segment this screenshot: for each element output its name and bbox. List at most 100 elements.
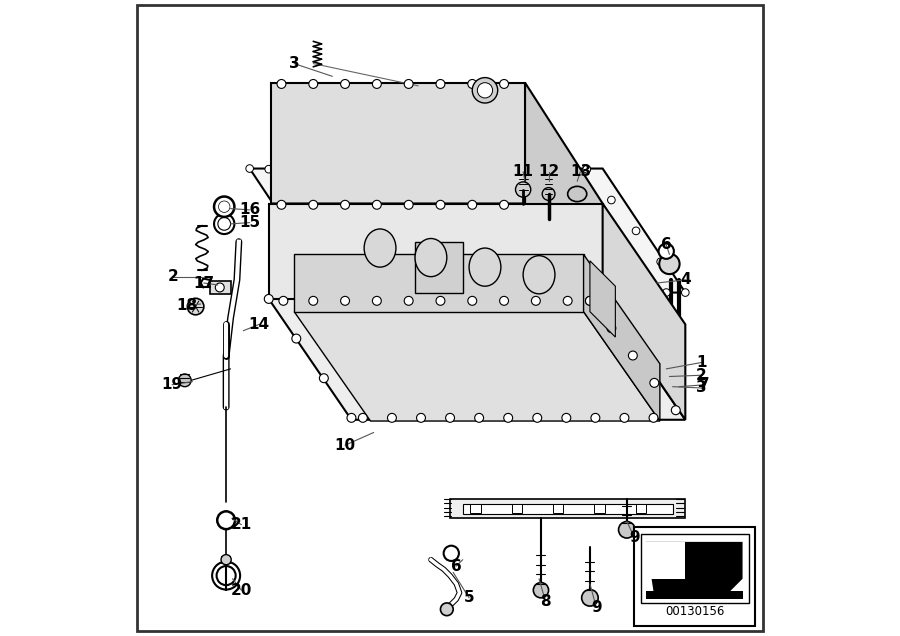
Polygon shape [210,281,230,294]
Circle shape [389,289,397,296]
Text: 17: 17 [194,275,214,291]
Circle shape [572,289,579,296]
Polygon shape [471,504,481,513]
Circle shape [214,214,234,234]
Circle shape [328,289,337,296]
Text: 9: 9 [591,600,601,615]
Circle shape [583,165,590,173]
Text: 20: 20 [230,583,252,598]
Circle shape [649,413,658,422]
Text: 13: 13 [570,164,591,179]
Circle shape [358,413,367,422]
Text: 18: 18 [176,298,198,313]
Circle shape [265,165,273,173]
Polygon shape [603,204,685,420]
Polygon shape [590,261,616,337]
Circle shape [277,80,286,88]
Circle shape [444,546,459,561]
Bar [634,527,755,626]
Text: 9: 9 [629,530,640,545]
Circle shape [602,289,609,296]
Circle shape [681,289,689,296]
Circle shape [500,80,508,88]
Ellipse shape [469,248,501,286]
Circle shape [187,298,204,315]
Text: 7: 7 [699,377,710,392]
Circle shape [218,218,230,230]
Circle shape [531,387,540,396]
Polygon shape [294,312,660,421]
Circle shape [419,289,428,296]
Circle shape [570,387,579,396]
Circle shape [340,80,349,88]
Text: 2: 2 [168,269,179,284]
Polygon shape [594,504,605,513]
Circle shape [477,83,492,98]
Ellipse shape [415,238,446,277]
Circle shape [607,324,616,333]
Circle shape [293,165,302,173]
Polygon shape [272,186,666,299]
Circle shape [563,296,572,305]
Ellipse shape [523,256,555,294]
Circle shape [618,522,635,538]
Circle shape [309,80,318,88]
Text: 14: 14 [248,317,270,332]
Text: 3: 3 [696,380,706,396]
Text: 21: 21 [230,517,252,532]
Circle shape [496,165,504,173]
Circle shape [436,80,445,88]
Ellipse shape [568,186,587,202]
Circle shape [646,387,655,396]
Polygon shape [444,382,685,401]
Circle shape [525,165,533,173]
Text: 6: 6 [661,237,671,252]
Circle shape [320,374,328,383]
Polygon shape [415,242,463,293]
Circle shape [671,406,680,415]
Circle shape [534,583,549,598]
Text: 6: 6 [451,558,462,574]
Circle shape [531,296,540,305]
Text: 5: 5 [464,590,474,605]
Text: 4: 4 [680,272,690,287]
Circle shape [373,80,382,88]
Circle shape [472,78,498,103]
Circle shape [274,206,281,214]
Circle shape [217,566,236,585]
Circle shape [446,413,454,422]
Circle shape [583,165,590,173]
Polygon shape [583,254,660,421]
Circle shape [500,296,508,305]
Ellipse shape [364,229,396,267]
Circle shape [309,200,318,209]
Circle shape [277,200,286,209]
Polygon shape [271,83,525,204]
Circle shape [516,182,531,197]
Circle shape [657,258,664,265]
Circle shape [279,296,288,305]
Text: 2: 2 [696,368,706,383]
Circle shape [436,200,445,209]
Circle shape [404,296,413,305]
Circle shape [212,562,240,590]
Circle shape [581,590,598,606]
Circle shape [323,165,330,173]
Polygon shape [269,204,603,299]
Circle shape [554,165,562,173]
Polygon shape [512,504,522,513]
Circle shape [309,296,318,305]
Circle shape [340,200,349,209]
Text: 19: 19 [161,377,183,392]
Circle shape [468,200,477,209]
Circle shape [417,413,426,422]
Circle shape [662,289,670,296]
Circle shape [468,296,477,305]
Circle shape [510,289,518,296]
Text: 16: 16 [239,202,260,218]
Text: 3: 3 [289,56,300,71]
Text: 1: 1 [696,355,706,370]
Circle shape [591,413,599,422]
Circle shape [455,387,464,396]
Circle shape [474,413,483,422]
